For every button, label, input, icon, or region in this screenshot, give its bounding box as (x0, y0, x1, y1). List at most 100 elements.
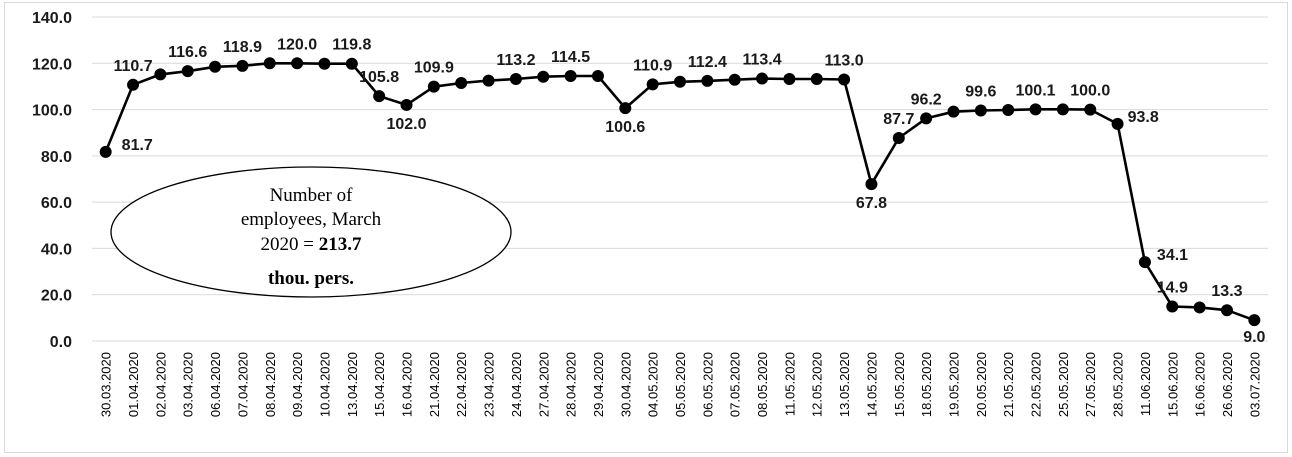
annotation-line-3-prefix: 2020 = (261, 234, 319, 255)
data-point (400, 98, 413, 111)
data-point (947, 105, 960, 118)
y-tick-label: 40.0 (41, 241, 72, 258)
data-point (1193, 301, 1206, 314)
data-point (646, 78, 659, 91)
data-point (1248, 314, 1261, 327)
x-tick-label: 11.06.2020 (1138, 352, 1153, 416)
data-labels: 81.7 110.7 116.6 118.9 120.0 119.8 105.8 102.0 1… (113, 36, 1265, 346)
x-tick-label: 07.05.2020 (728, 352, 743, 417)
annotation-ellipse: Number of employees, March 2020 = 213.7 … (110, 166, 512, 298)
series-line (99, 57, 1261, 327)
data-point (892, 132, 905, 145)
data-label: 119.8 (332, 37, 371, 54)
data-point (756, 72, 769, 85)
x-tick-label: 16.06.2020 (1193, 352, 1208, 417)
data-label: 110.7 (113, 58, 152, 75)
x-tick-label: 12.05.2020 (810, 352, 825, 417)
x-tick-label: 16.04.2020 (400, 352, 415, 417)
data-point (920, 112, 933, 125)
chart-frame (4, 2, 1288, 453)
x-tick-label: 25.05.2020 (1056, 352, 1071, 417)
data-point (1029, 103, 1042, 116)
data-point (810, 73, 823, 86)
x-tick-label: 04.05.2020 (646, 352, 661, 417)
x-tick-label: 23.04.2020 (482, 352, 497, 417)
y-tick-label: 60.0 (41, 195, 72, 212)
x-tick-label: 15.05.2020 (892, 352, 907, 417)
x-tick-label: 27.05.2020 (1083, 352, 1098, 417)
data-point (1002, 104, 1015, 117)
x-tick-label: 06.04.2020 (208, 352, 223, 417)
x-tick-label: 06.05.2020 (700, 352, 715, 417)
x-tick-label: 08.05.2020 (755, 352, 770, 417)
y-tick-label: 80.0 (41, 149, 72, 166)
data-point (345, 57, 358, 70)
data-label: 120.0 (277, 36, 317, 53)
data-label: 100.1 (1016, 82, 1056, 99)
data-label: 93.8 (1128, 109, 1159, 126)
x-tick-label: 20.05.2020 (974, 352, 989, 417)
data-label: 96.2 (911, 91, 942, 108)
annotation-total-value: 213.7 (319, 234, 362, 255)
data-label: 102.0 (386, 116, 426, 133)
data-label: 105.8 (359, 69, 399, 86)
x-tick-label: 28.04.2020 (564, 352, 579, 417)
data-point (181, 65, 194, 78)
x-tick-label: 21.04.2020 (427, 352, 442, 417)
y-tick-label: 100.0 (32, 103, 72, 120)
x-tick-label: 13.05.2020 (837, 352, 852, 417)
data-label: 87.7 (883, 111, 914, 128)
data-label: 81.7 (122, 137, 153, 154)
data-label: 100.0 (1070, 83, 1110, 100)
data-label: 118.9 (223, 39, 262, 56)
data-point (619, 102, 632, 115)
y-axis-ticks: 0.0 20.0 40.0 60.0 80.0 100.0 120.0 140.0 (32, 10, 72, 351)
data-point (1166, 300, 1179, 313)
x-tick-label: 03.07.2020 (1247, 352, 1262, 417)
annotation-line-1: Number of (270, 185, 354, 206)
data-point (974, 104, 987, 117)
data-point (783, 73, 796, 86)
annotation-line-3: 2020 = 213.7 (261, 234, 362, 255)
y-tick-label: 20.0 (41, 288, 72, 305)
data-label: 9.0 (1243, 329, 1265, 346)
x-tick-label: 14.05.2020 (864, 352, 879, 417)
x-tick-label: 27.04.2020 (536, 352, 551, 417)
data-point (1056, 103, 1069, 116)
data-point (127, 78, 140, 91)
x-tick-label: 01.04.2020 (126, 352, 141, 417)
data-point (537, 70, 550, 83)
data-point (427, 80, 440, 93)
x-tick-label: 11.05.2020 (782, 352, 797, 416)
x-tick-label: 30.04.2020 (618, 352, 633, 417)
data-point (209, 60, 222, 73)
y-tick-label: 0.0 (50, 334, 72, 351)
data-point (1138, 256, 1151, 269)
x-tick-label: 19.05.2020 (946, 352, 961, 417)
x-tick-label: 07.04.2020 (235, 352, 250, 417)
data-label: 109.9 (414, 60, 454, 77)
data-label: 67.8 (856, 195, 887, 212)
x-tick-label: 15.06.2020 (1165, 352, 1180, 417)
x-tick-label: 02.04.2020 (153, 352, 168, 417)
data-label: 34.1 (1157, 247, 1188, 264)
x-tick-label: 22.05.2020 (1029, 352, 1044, 417)
x-tick-label: 13.04.2020 (345, 352, 360, 417)
data-point (701, 74, 714, 87)
x-tick-label: 09.04.2020 (290, 352, 305, 417)
x-axis-ticks: 30.03.2020 01.04.2020 02.04.2020 03.04.2020… (99, 352, 1263, 417)
data-point (1220, 304, 1233, 317)
x-tick-label: 28.05.2020 (1111, 352, 1126, 417)
data-label: 99.6 (965, 83, 996, 100)
x-tick-label: 24.04.2020 (509, 352, 524, 417)
data-point (263, 57, 276, 70)
data-label: 100.6 (605, 119, 645, 136)
y-tick-label: 120.0 (32, 56, 72, 73)
annotation-line-4: thou. pers. (268, 268, 354, 289)
data-point (291, 57, 304, 70)
data-label: 114.5 (551, 49, 590, 66)
data-point (154, 68, 167, 81)
x-tick-label: 03.04.2020 (181, 352, 196, 417)
data-point (728, 73, 741, 86)
